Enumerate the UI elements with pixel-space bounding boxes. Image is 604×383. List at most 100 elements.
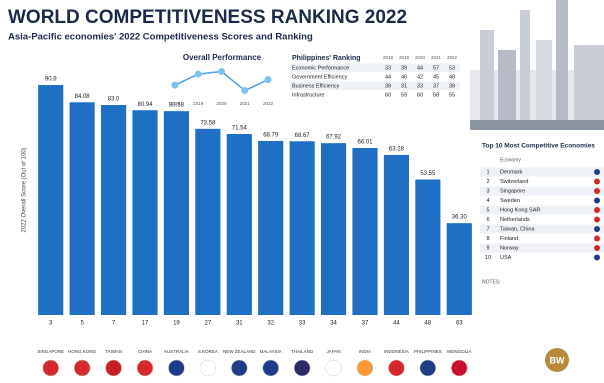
flag <box>325 359 342 377</box>
rank-label: 37 <box>362 321 369 327</box>
cell: 53 <box>449 65 455 71</box>
rank-label: 17 <box>142 321 149 327</box>
flag-dot <box>594 245 600 251</box>
row-band <box>480 243 604 253</box>
value-label: 83.0 <box>108 97 120 103</box>
x-tick-label: JAPAN <box>326 349 340 354</box>
x-tick-label: 2021 <box>240 101 251 106</box>
rank-label: 5 <box>80 321 84 327</box>
rank: 7 <box>486 226 489 232</box>
rank-label: 33 <box>299 321 306 327</box>
cell: 37 <box>433 83 439 89</box>
cell: 46 <box>401 74 407 80</box>
row-band <box>480 224 604 234</box>
rank: 2 <box>486 179 489 185</box>
rank-label: 27 <box>205 321 212 327</box>
row-band <box>480 186 604 196</box>
row-band <box>480 215 604 224</box>
flag <box>73 359 91 377</box>
flag-dot <box>594 188 600 194</box>
rank: 10 <box>485 255 491 261</box>
flag-dot <box>594 216 600 223</box>
point <box>194 70 202 78</box>
flag <box>105 359 122 377</box>
flag <box>293 359 311 377</box>
x-tick-label: TAIWAN <box>105 349 122 354</box>
cell: 59 <box>401 92 407 98</box>
x-tick-label: 2018 <box>170 101 181 106</box>
top10-title: Top 10 Most Competitive Economies <box>482 143 595 150</box>
value-label: 80.94 <box>137 102 153 108</box>
flag <box>199 359 217 377</box>
bar <box>258 140 284 315</box>
economy: Norway <box>500 245 519 251</box>
title: WORLD COMPETITIVENESS RANKING 2022 <box>8 7 407 28</box>
x-tick-label: 2020 <box>216 101 227 106</box>
value-label: 68.79 <box>263 133 279 139</box>
economy: Taiwan, China <box>500 226 535 232</box>
point <box>264 76 272 84</box>
bar <box>289 141 315 315</box>
row-label: Economic Performance <box>292 65 349 71</box>
bar <box>226 134 252 315</box>
rank: 1 <box>486 169 489 175</box>
value-label: 71.54 <box>232 126 248 132</box>
value-label: 84.08 <box>75 94 91 100</box>
row-band <box>290 72 460 81</box>
logo: BW <box>550 355 565 365</box>
bar <box>132 110 158 315</box>
cell: 48 <box>449 74 455 80</box>
skyline <box>470 0 604 130</box>
x-tick-label: PHILIPPINES <box>414 349 442 354</box>
value-label: 68.67 <box>295 133 311 139</box>
rank-label: 34 <box>330 321 337 327</box>
flag-dot <box>594 197 600 204</box>
bar <box>446 223 472 315</box>
row-label: Government Efficiency <box>292 74 347 80</box>
cell: 39 <box>385 83 391 89</box>
x-tick-label: HONG KONG <box>68 349 97 354</box>
value-label: 90.9 <box>45 77 57 83</box>
x-tick-label: SINGAPORE <box>37 349 64 354</box>
rank: 3 <box>486 188 489 194</box>
flag-dot <box>594 207 600 213</box>
cell: 60 <box>417 92 423 98</box>
rank-label: 63 <box>456 321 463 327</box>
point <box>171 81 179 89</box>
bar <box>352 147 378 315</box>
rank: 5 <box>486 207 489 213</box>
economy: Switzerland <box>500 179 528 185</box>
rank-label: 19 <box>173 321 180 327</box>
economy: Denmark <box>500 169 523 175</box>
cell: 39 <box>449 83 455 89</box>
cell: 42 <box>417 74 423 80</box>
top10-header: Economy <box>500 157 521 163</box>
rank-label: 44 <box>393 321 400 327</box>
bar <box>195 128 221 315</box>
x-tick-label: CHINA <box>138 349 152 354</box>
rank-label: 32 <box>267 321 274 327</box>
flag <box>262 359 279 377</box>
point <box>218 67 225 75</box>
flag <box>451 359 468 377</box>
flag <box>388 359 405 377</box>
bar <box>163 111 189 315</box>
row-band <box>290 63 460 72</box>
bar <box>38 85 64 315</box>
x-tick-label: MONGOLIA <box>447 349 471 354</box>
column-header: 2020 <box>415 55 426 60</box>
value-label: 80.58 <box>169 103 185 109</box>
economy: Netherlands <box>500 217 530 223</box>
row-label: Business Efficiency <box>292 83 340 89</box>
cell: 58 <box>433 92 439 98</box>
flag <box>231 359 248 377</box>
rank-label: 31 <box>236 321 243 327</box>
rank: 9 <box>486 245 489 251</box>
y-axis-label: 2022 Overall Score (Out of 100) <box>22 147 28 232</box>
row-band <box>480 234 604 243</box>
x-tick-label: INDIA <box>359 349 371 354</box>
economy: Singapore <box>500 188 525 194</box>
x-tick-label: THAILAND <box>291 349 314 354</box>
flag-dot <box>594 178 600 185</box>
